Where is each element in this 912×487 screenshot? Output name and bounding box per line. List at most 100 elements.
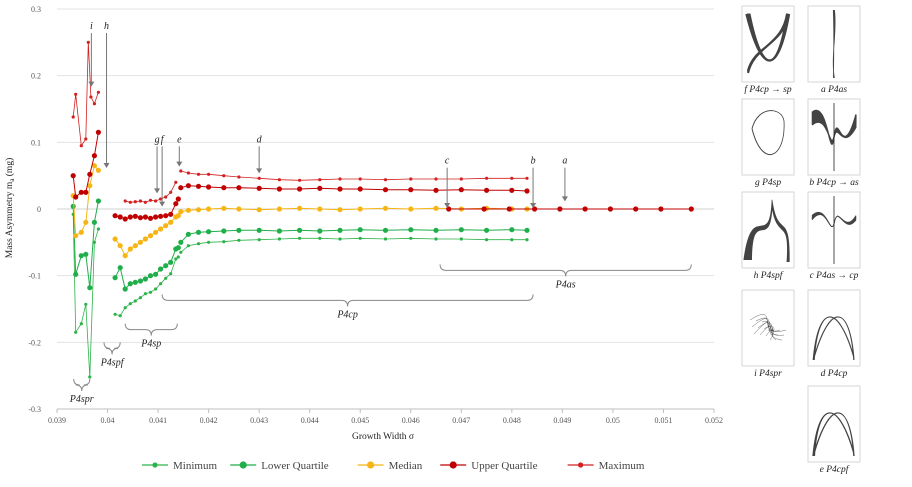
data-point [153, 214, 159, 220]
x-tick-label: 0.051 [654, 416, 672, 425]
data-point [71, 115, 75, 119]
data-point [658, 206, 664, 212]
data-point [206, 184, 212, 190]
data-point [163, 263, 169, 269]
thumbnail-caption: e P4cpf [820, 464, 850, 475]
thumbnail-caption: i P4spr [754, 369, 782, 379]
x-tick-label: 0.042 [200, 416, 218, 425]
data-point [277, 237, 281, 241]
data-point [256, 185, 262, 191]
thumbnail-trajectory [812, 316, 855, 361]
data-point [92, 102, 96, 106]
data-point [317, 228, 323, 234]
bracket-label: P4cp [336, 309, 358, 320]
series-minimum [71, 212, 529, 379]
data-point [195, 183, 202, 189]
thumbnail-7: i P4spr [741, 289, 795, 379]
data-point [168, 211, 174, 217]
data-point [95, 167, 101, 173]
data-point [154, 287, 158, 291]
annotation-label: b [531, 156, 536, 167]
data-point [459, 177, 463, 181]
data-point [154, 199, 158, 203]
data-point [176, 255, 180, 259]
series-median [70, 163, 530, 259]
data-point [74, 92, 78, 96]
data-point [607, 206, 614, 212]
data-point [127, 214, 133, 220]
data-point [142, 214, 148, 220]
bracket-label: P4spf [100, 357, 125, 368]
data-point [257, 238, 261, 242]
data-point [221, 185, 227, 191]
data-point [557, 206, 563, 212]
legend-label: Minimum [173, 460, 217, 472]
data-point [257, 176, 261, 180]
bracket-p4cp: P4cp [161, 294, 534, 320]
legend-marker [239, 461, 247, 469]
series-line [180, 185, 528, 192]
data-point [138, 296, 142, 300]
data-point [221, 228, 227, 234]
data-point [688, 206, 694, 212]
data-point [70, 173, 76, 179]
data-point [112, 236, 118, 242]
data-point [175, 196, 181, 202]
data-point [159, 282, 163, 286]
thumbnail-frame [807, 385, 861, 463]
annotation-label: f [161, 134, 165, 145]
bracket-shape [73, 378, 91, 392]
data-point [434, 237, 438, 241]
annotation-i: i [88, 21, 95, 87]
data-point [236, 185, 242, 191]
legend: Minimum Lower Quartile Median Upper Quartil… [142, 460, 645, 472]
data-point [122, 286, 128, 292]
data-point [137, 239, 143, 245]
data-point [123, 306, 127, 310]
annotation-e: e [176, 134, 183, 167]
data-point [86, 40, 90, 44]
data-point [169, 190, 173, 194]
thumbnail-8: d P4cp [807, 289, 861, 379]
legend-label: Maximum [599, 460, 645, 472]
data-point [88, 375, 92, 379]
data-point [158, 266, 164, 272]
data-point [175, 245, 181, 251]
data-point [433, 205, 439, 211]
data-point [79, 322, 83, 326]
data-point [123, 199, 127, 203]
data-point [159, 197, 163, 201]
thumbnail-trajectory [751, 110, 785, 156]
data-point [73, 233, 79, 239]
legend-label: Upper Quartile [471, 460, 537, 472]
data-point [164, 195, 168, 199]
data-point [173, 201, 179, 207]
data-point [158, 226, 164, 232]
data-point [485, 238, 489, 242]
thumbnail-panel: f P4cp → sp a P4as g P4sp b P4cp → as h P4sp… [741, 5, 861, 475]
data-point [127, 246, 133, 252]
data-point [133, 200, 137, 204]
data-point [137, 278, 143, 284]
y-axis-label: Mass Asymmetry ma (mg) [4, 158, 16, 258]
data-point [95, 129, 101, 135]
data-point [143, 200, 147, 204]
thumbnail-9: e P4cpf [807, 385, 861, 475]
series-line [180, 229, 528, 243]
data-point [358, 236, 362, 240]
data-point [338, 237, 342, 241]
data-point [357, 227, 363, 233]
data-point [175, 213, 181, 219]
thumbnail-6: c P4as → cp [807, 191, 861, 281]
data-point [484, 227, 490, 233]
data-point [87, 171, 93, 177]
data-point [179, 250, 183, 254]
y-tick-label: 0 [37, 205, 41, 214]
data-point [79, 144, 83, 148]
x-tick-label: 0.04 [101, 416, 115, 425]
data-point [446, 206, 452, 212]
legend-marker [449, 461, 457, 469]
data-point [169, 272, 173, 276]
data-point [458, 187, 464, 193]
data-point [276, 228, 282, 234]
